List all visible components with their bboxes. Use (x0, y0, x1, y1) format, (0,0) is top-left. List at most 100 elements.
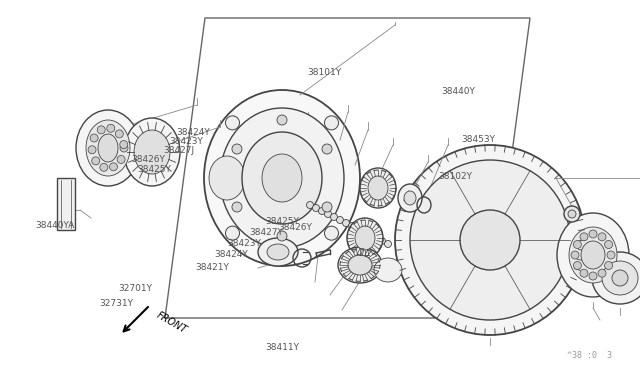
Ellipse shape (602, 261, 638, 295)
Ellipse shape (267, 244, 289, 260)
Ellipse shape (124, 118, 180, 186)
Ellipse shape (242, 132, 322, 224)
Circle shape (324, 116, 339, 130)
Text: 38427J: 38427J (163, 146, 195, 155)
Circle shape (117, 155, 125, 163)
Circle shape (378, 237, 385, 244)
Ellipse shape (347, 218, 383, 258)
Ellipse shape (86, 120, 130, 176)
Circle shape (115, 130, 124, 138)
Text: 38440YA: 38440YA (35, 221, 74, 230)
Polygon shape (57, 178, 75, 230)
Text: 38424Y: 38424Y (214, 250, 248, 259)
Circle shape (580, 269, 588, 277)
Circle shape (360, 228, 367, 235)
Ellipse shape (592, 252, 640, 304)
Text: 38421Y: 38421Y (195, 263, 229, 272)
Text: 38425Y: 38425Y (138, 165, 172, 174)
Ellipse shape (404, 191, 416, 205)
Circle shape (349, 222, 355, 230)
Circle shape (120, 141, 128, 148)
Circle shape (568, 210, 576, 218)
Circle shape (97, 126, 105, 134)
Text: 32701Y: 32701Y (118, 284, 152, 293)
Ellipse shape (460, 210, 520, 270)
Circle shape (307, 202, 314, 208)
Text: 38101Y: 38101Y (307, 68, 341, 77)
Circle shape (277, 231, 287, 241)
Text: 38453Y: 38453Y (461, 135, 495, 144)
Text: 38424Y: 38424Y (176, 128, 210, 137)
Circle shape (109, 163, 118, 171)
Circle shape (232, 144, 242, 154)
Circle shape (88, 146, 96, 154)
Circle shape (355, 225, 362, 232)
Circle shape (324, 226, 339, 240)
Text: 38440Y: 38440Y (442, 87, 476, 96)
Ellipse shape (209, 156, 245, 200)
Ellipse shape (581, 241, 605, 269)
Ellipse shape (348, 255, 372, 275)
Text: 38427Y: 38427Y (250, 228, 284, 237)
Ellipse shape (98, 134, 118, 162)
Text: 38102Y: 38102Y (438, 172, 472, 181)
Circle shape (232, 202, 242, 212)
Circle shape (337, 217, 344, 224)
Circle shape (580, 233, 588, 241)
Circle shape (598, 269, 606, 277)
Circle shape (564, 206, 580, 222)
Text: 38426Y: 38426Y (278, 223, 312, 232)
Ellipse shape (262, 154, 302, 202)
Circle shape (367, 231, 374, 238)
Ellipse shape (557, 213, 629, 297)
Ellipse shape (612, 270, 628, 286)
Circle shape (605, 262, 612, 269)
Text: 38423Y: 38423Y (170, 137, 204, 146)
Ellipse shape (220, 108, 344, 248)
Circle shape (324, 211, 332, 218)
Circle shape (225, 226, 239, 240)
Circle shape (277, 115, 287, 125)
Ellipse shape (134, 130, 170, 174)
Circle shape (92, 157, 100, 165)
Circle shape (322, 202, 332, 212)
Text: ^38 :0  3: ^38 :0 3 (567, 351, 612, 360)
Circle shape (322, 144, 332, 154)
Circle shape (571, 251, 579, 259)
Ellipse shape (258, 238, 298, 266)
Text: 32731Y: 32731Y (99, 299, 133, 308)
Ellipse shape (374, 258, 402, 282)
Ellipse shape (398, 184, 422, 212)
Circle shape (342, 219, 349, 227)
Ellipse shape (355, 226, 375, 250)
Text: 38411Y: 38411Y (266, 343, 300, 352)
Circle shape (100, 163, 108, 171)
Circle shape (372, 234, 380, 241)
Circle shape (573, 262, 581, 269)
Ellipse shape (204, 90, 360, 266)
Circle shape (90, 134, 98, 142)
Text: 38423Y: 38423Y (227, 239, 261, 248)
Ellipse shape (410, 160, 570, 320)
Circle shape (598, 233, 606, 241)
Circle shape (120, 144, 128, 152)
Ellipse shape (395, 145, 585, 335)
Circle shape (225, 116, 239, 130)
Ellipse shape (368, 176, 388, 200)
Circle shape (107, 124, 115, 132)
Text: 38426Y: 38426Y (131, 155, 165, 164)
Circle shape (589, 230, 597, 238)
Circle shape (605, 241, 612, 248)
Circle shape (385, 241, 392, 247)
Circle shape (330, 214, 337, 221)
Text: FRONT: FRONT (155, 310, 189, 335)
Ellipse shape (360, 168, 396, 208)
Circle shape (312, 205, 319, 212)
Circle shape (573, 241, 581, 248)
Circle shape (319, 208, 326, 215)
Text: 38425Y: 38425Y (266, 217, 300, 226)
Ellipse shape (76, 110, 140, 186)
Ellipse shape (338, 247, 382, 283)
Circle shape (589, 272, 597, 280)
Circle shape (607, 251, 615, 259)
